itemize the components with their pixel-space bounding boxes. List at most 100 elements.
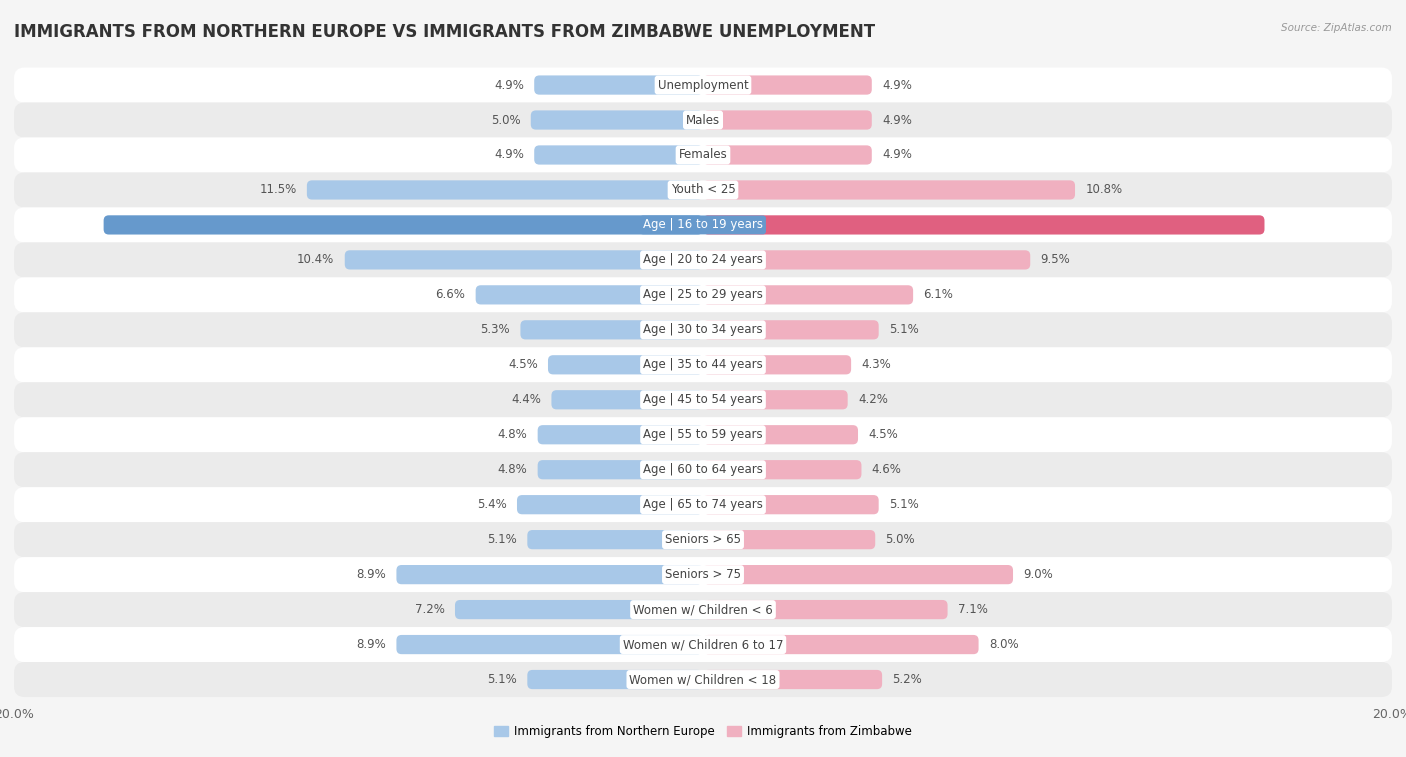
FancyBboxPatch shape — [703, 251, 1031, 269]
Text: Source: ZipAtlas.com: Source: ZipAtlas.com — [1281, 23, 1392, 33]
Text: Women w/ Children < 6: Women w/ Children < 6 — [633, 603, 773, 616]
FancyBboxPatch shape — [14, 452, 1392, 488]
Text: 4.9%: 4.9% — [494, 148, 524, 161]
FancyBboxPatch shape — [527, 530, 703, 550]
Text: 5.3%: 5.3% — [481, 323, 510, 336]
FancyBboxPatch shape — [456, 600, 703, 619]
FancyBboxPatch shape — [520, 320, 703, 339]
Text: 4.8%: 4.8% — [498, 463, 527, 476]
Text: 4.5%: 4.5% — [869, 428, 898, 441]
Text: 8.0%: 8.0% — [988, 638, 1018, 651]
FancyBboxPatch shape — [14, 277, 1392, 313]
Text: Age | 65 to 74 years: Age | 65 to 74 years — [643, 498, 763, 511]
FancyBboxPatch shape — [14, 557, 1392, 592]
FancyBboxPatch shape — [531, 111, 703, 129]
FancyBboxPatch shape — [703, 460, 862, 479]
Text: 5.0%: 5.0% — [491, 114, 520, 126]
FancyBboxPatch shape — [703, 670, 882, 689]
FancyBboxPatch shape — [14, 313, 1392, 347]
FancyBboxPatch shape — [703, 565, 1012, 584]
FancyBboxPatch shape — [703, 600, 948, 619]
Text: 8.9%: 8.9% — [356, 568, 387, 581]
FancyBboxPatch shape — [703, 76, 872, 95]
Text: 6.6%: 6.6% — [436, 288, 465, 301]
Text: 10.4%: 10.4% — [297, 254, 335, 266]
FancyBboxPatch shape — [534, 76, 703, 95]
FancyBboxPatch shape — [14, 242, 1392, 277]
FancyBboxPatch shape — [703, 495, 879, 514]
Text: Age | 45 to 54 years: Age | 45 to 54 years — [643, 394, 763, 407]
Text: 5.1%: 5.1% — [488, 533, 517, 546]
Text: 8.9%: 8.9% — [356, 638, 387, 651]
FancyBboxPatch shape — [517, 495, 703, 514]
FancyBboxPatch shape — [548, 355, 703, 375]
Text: Age | 60 to 64 years: Age | 60 to 64 years — [643, 463, 763, 476]
FancyBboxPatch shape — [104, 215, 703, 235]
FancyBboxPatch shape — [703, 355, 851, 375]
FancyBboxPatch shape — [534, 145, 703, 164]
FancyBboxPatch shape — [14, 522, 1392, 557]
Text: 9.5%: 9.5% — [1040, 254, 1070, 266]
Text: 4.9%: 4.9% — [494, 79, 524, 92]
FancyBboxPatch shape — [14, 207, 1392, 242]
Text: 4.3%: 4.3% — [862, 358, 891, 371]
FancyBboxPatch shape — [307, 180, 703, 200]
FancyBboxPatch shape — [703, 425, 858, 444]
Text: Males: Males — [686, 114, 720, 126]
Text: 4.8%: 4.8% — [498, 428, 527, 441]
FancyBboxPatch shape — [14, 417, 1392, 452]
Text: 7.2%: 7.2% — [415, 603, 444, 616]
FancyBboxPatch shape — [14, 67, 1392, 102]
FancyBboxPatch shape — [703, 145, 872, 164]
Text: 5.1%: 5.1% — [488, 673, 517, 686]
FancyBboxPatch shape — [14, 662, 1392, 697]
Text: 17.4%: 17.4% — [52, 219, 93, 232]
Text: 16.3%: 16.3% — [1275, 219, 1316, 232]
Text: Age | 25 to 29 years: Age | 25 to 29 years — [643, 288, 763, 301]
Legend: Immigrants from Northern Europe, Immigrants from Zimbabwe: Immigrants from Northern Europe, Immigra… — [489, 721, 917, 743]
Text: Women w/ Children < 18: Women w/ Children < 18 — [630, 673, 776, 686]
Text: 5.0%: 5.0% — [886, 533, 915, 546]
Text: 4.2%: 4.2% — [858, 394, 887, 407]
FancyBboxPatch shape — [703, 320, 879, 339]
Text: 5.2%: 5.2% — [893, 673, 922, 686]
FancyBboxPatch shape — [703, 635, 979, 654]
FancyBboxPatch shape — [14, 627, 1392, 662]
Text: 5.4%: 5.4% — [477, 498, 506, 511]
Text: 5.1%: 5.1% — [889, 323, 918, 336]
Text: 4.9%: 4.9% — [882, 148, 912, 161]
Text: 11.5%: 11.5% — [259, 183, 297, 197]
FancyBboxPatch shape — [14, 488, 1392, 522]
FancyBboxPatch shape — [475, 285, 703, 304]
Text: 4.6%: 4.6% — [872, 463, 901, 476]
Text: 5.1%: 5.1% — [889, 498, 918, 511]
Text: 10.8%: 10.8% — [1085, 183, 1122, 197]
FancyBboxPatch shape — [703, 180, 1076, 200]
Text: Age | 20 to 24 years: Age | 20 to 24 years — [643, 254, 763, 266]
FancyBboxPatch shape — [14, 347, 1392, 382]
FancyBboxPatch shape — [703, 111, 872, 129]
FancyBboxPatch shape — [703, 215, 1264, 235]
FancyBboxPatch shape — [527, 670, 703, 689]
FancyBboxPatch shape — [14, 138, 1392, 173]
FancyBboxPatch shape — [703, 285, 912, 304]
Text: 9.0%: 9.0% — [1024, 568, 1053, 581]
FancyBboxPatch shape — [396, 565, 703, 584]
Text: Age | 30 to 34 years: Age | 30 to 34 years — [643, 323, 763, 336]
FancyBboxPatch shape — [537, 425, 703, 444]
Text: Age | 55 to 59 years: Age | 55 to 59 years — [643, 428, 763, 441]
Text: Age | 16 to 19 years: Age | 16 to 19 years — [643, 219, 763, 232]
Text: Seniors > 75: Seniors > 75 — [665, 568, 741, 581]
Text: Seniors > 65: Seniors > 65 — [665, 533, 741, 546]
FancyBboxPatch shape — [396, 635, 703, 654]
Text: Youth < 25: Youth < 25 — [671, 183, 735, 197]
FancyBboxPatch shape — [537, 460, 703, 479]
FancyBboxPatch shape — [551, 390, 703, 410]
Text: Females: Females — [679, 148, 727, 161]
Text: 4.4%: 4.4% — [512, 394, 541, 407]
Text: Women w/ Children 6 to 17: Women w/ Children 6 to 17 — [623, 638, 783, 651]
FancyBboxPatch shape — [14, 382, 1392, 417]
FancyBboxPatch shape — [14, 102, 1392, 138]
Text: 4.9%: 4.9% — [882, 114, 912, 126]
FancyBboxPatch shape — [14, 173, 1392, 207]
